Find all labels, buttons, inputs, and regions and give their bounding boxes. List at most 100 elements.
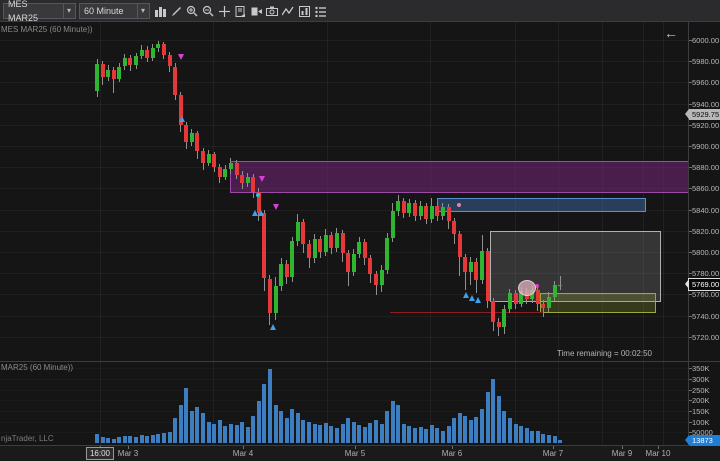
demand-zone-olive[interactable] — [540, 293, 656, 314]
candle — [407, 203, 412, 213]
time-axis-tickmark — [355, 446, 356, 449]
candle — [95, 64, 99, 91]
instrument-selector-value: MES MAR25 — [8, 0, 39, 23]
price-axis-tickmark — [689, 103, 692, 105]
volume-bar — [312, 424, 317, 443]
session-break-line — [327, 22, 328, 445]
instrument-selector[interactable]: MES MAR25 ▾ — [3, 0, 76, 23]
price-gridline — [0, 61, 688, 63]
stop-level-line[interactable] — [390, 312, 543, 314]
candle — [368, 258, 373, 275]
time-axis-tickmark — [553, 446, 554, 449]
price-axis-tickmark — [689, 315, 692, 317]
price-axis-tick-label: 5760.00 — [692, 290, 720, 300]
properties-icon[interactable] — [312, 2, 328, 20]
candle — [558, 284, 563, 287]
volume-bar — [212, 424, 217, 443]
indicators-icon[interactable] — [280, 2, 296, 20]
chevron-down-icon: ▾ — [62, 4, 71, 18]
time-axis-tickmark — [658, 446, 659, 449]
time-axis[interactable]: 16:00 Mar 3 Mar 4 Mar 5 Mar 6 Mar 7 Mar 9 Mar 1… — [0, 445, 720, 461]
volume-axis-tick-label: 50000 — [692, 428, 713, 438]
volume-bar — [502, 411, 507, 443]
volume-bar — [279, 411, 284, 443]
candle — [519, 291, 524, 304]
drawing-tools-icon[interactable] — [168, 2, 184, 20]
candle — [195, 133, 200, 152]
candle — [374, 274, 378, 285]
price-axis[interactable]: 6000.00 5980.00 5960.00 5940.00 5920.00 5900.… — [685, 22, 720, 446]
candle — [496, 321, 501, 328]
candle-wick — [559, 276, 561, 291]
crosshair-icon[interactable] — [216, 2, 232, 20]
date-label: Mar 5 — [344, 449, 366, 458]
volume-bar — [245, 427, 250, 443]
price-gridline — [0, 230, 688, 232]
back-arrow-icon[interactable]: ← — [664, 25, 678, 41]
supply-zone-blue[interactable] — [437, 197, 646, 212]
candle — [223, 169, 228, 177]
volume-bar — [100, 437, 105, 443]
candle — [312, 239, 317, 259]
price-axis-tickmark — [689, 252, 692, 253]
chart-trader-icon[interactable] — [296, 2, 312, 20]
interval-selector-value: 60 Minute — [84, 6, 124, 16]
session-break-line — [602, 22, 603, 445]
volume-bar — [323, 422, 328, 443]
candle — [111, 69, 116, 80]
zoom-in-icon[interactable] — [184, 2, 200, 20]
price-axis-tick-label: 5800.00 — [692, 248, 720, 257]
candle — [502, 309, 507, 328]
candle — [156, 44, 161, 49]
chart-canvas[interactable]: MES MAR25 (60 Minute)) MAR25 (60 Minute)… — [0, 22, 688, 445]
zoom-out-icon[interactable] — [200, 2, 216, 20]
signal-dot — [535, 284, 539, 288]
chart-style-icon[interactable] — [152, 2, 168, 20]
ellipse-annotation[interactable] — [518, 280, 536, 296]
sell-signal-arrow-icon — [273, 204, 279, 210]
candle — [362, 242, 367, 259]
candle — [128, 58, 133, 66]
panel-separator[interactable] — [0, 361, 720, 362]
candle — [206, 154, 211, 163]
session-break-line — [100, 22, 101, 445]
volume-bar — [491, 379, 496, 443]
price-axis-tickmark — [689, 209, 692, 211]
date-label: Mar 7 — [542, 449, 564, 458]
volume-axis-tickmark — [689, 368, 692, 370]
interval-selector[interactable]: 60 Minute ▾ — [79, 3, 150, 19]
candle — [301, 222, 306, 244]
volume-bar — [413, 428, 418, 443]
tag-pointer — [685, 279, 689, 290]
snapshot-icon[interactable] — [264, 2, 280, 20]
volume-bar — [178, 404, 183, 443]
price-axis-tick-label: 5980.00 — [692, 57, 720, 67]
candle — [334, 232, 339, 248]
data-box-icon[interactable] — [232, 2, 248, 20]
volume-bar — [290, 409, 295, 443]
candle — [546, 296, 551, 309]
volume-bar — [307, 422, 312, 443]
price-axis-tickmark — [689, 146, 692, 147]
volume-bar — [161, 433, 166, 443]
candle — [357, 242, 362, 255]
supply-zone-purple[interactable] — [230, 160, 688, 193]
volume-bar — [95, 434, 99, 443]
candle — [234, 162, 239, 175]
window-link-icon[interactable] — [248, 2, 264, 20]
volume-bar — [318, 425, 323, 443]
volume-bar — [329, 426, 334, 443]
chart-toolbar: MES MAR25 ▾ 60 Minute ▾ — [0, 0, 720, 23]
date-label: Mar 6 — [441, 449, 463, 458]
price-axis-tickmark — [689, 40, 692, 41]
volume-gridline — [0, 379, 688, 380]
session-break-line — [213, 22, 214, 445]
candle — [267, 278, 272, 314]
time-axis-tickmark — [452, 446, 453, 449]
price-axis-tickmark — [689, 230, 692, 232]
price-gridline — [0, 103, 688, 105]
volume-axis-tickmark — [689, 421, 692, 423]
session-break-line — [663, 22, 664, 445]
volume-bar — [374, 419, 378, 443]
date-label: Mar 9 — [611, 449, 633, 458]
